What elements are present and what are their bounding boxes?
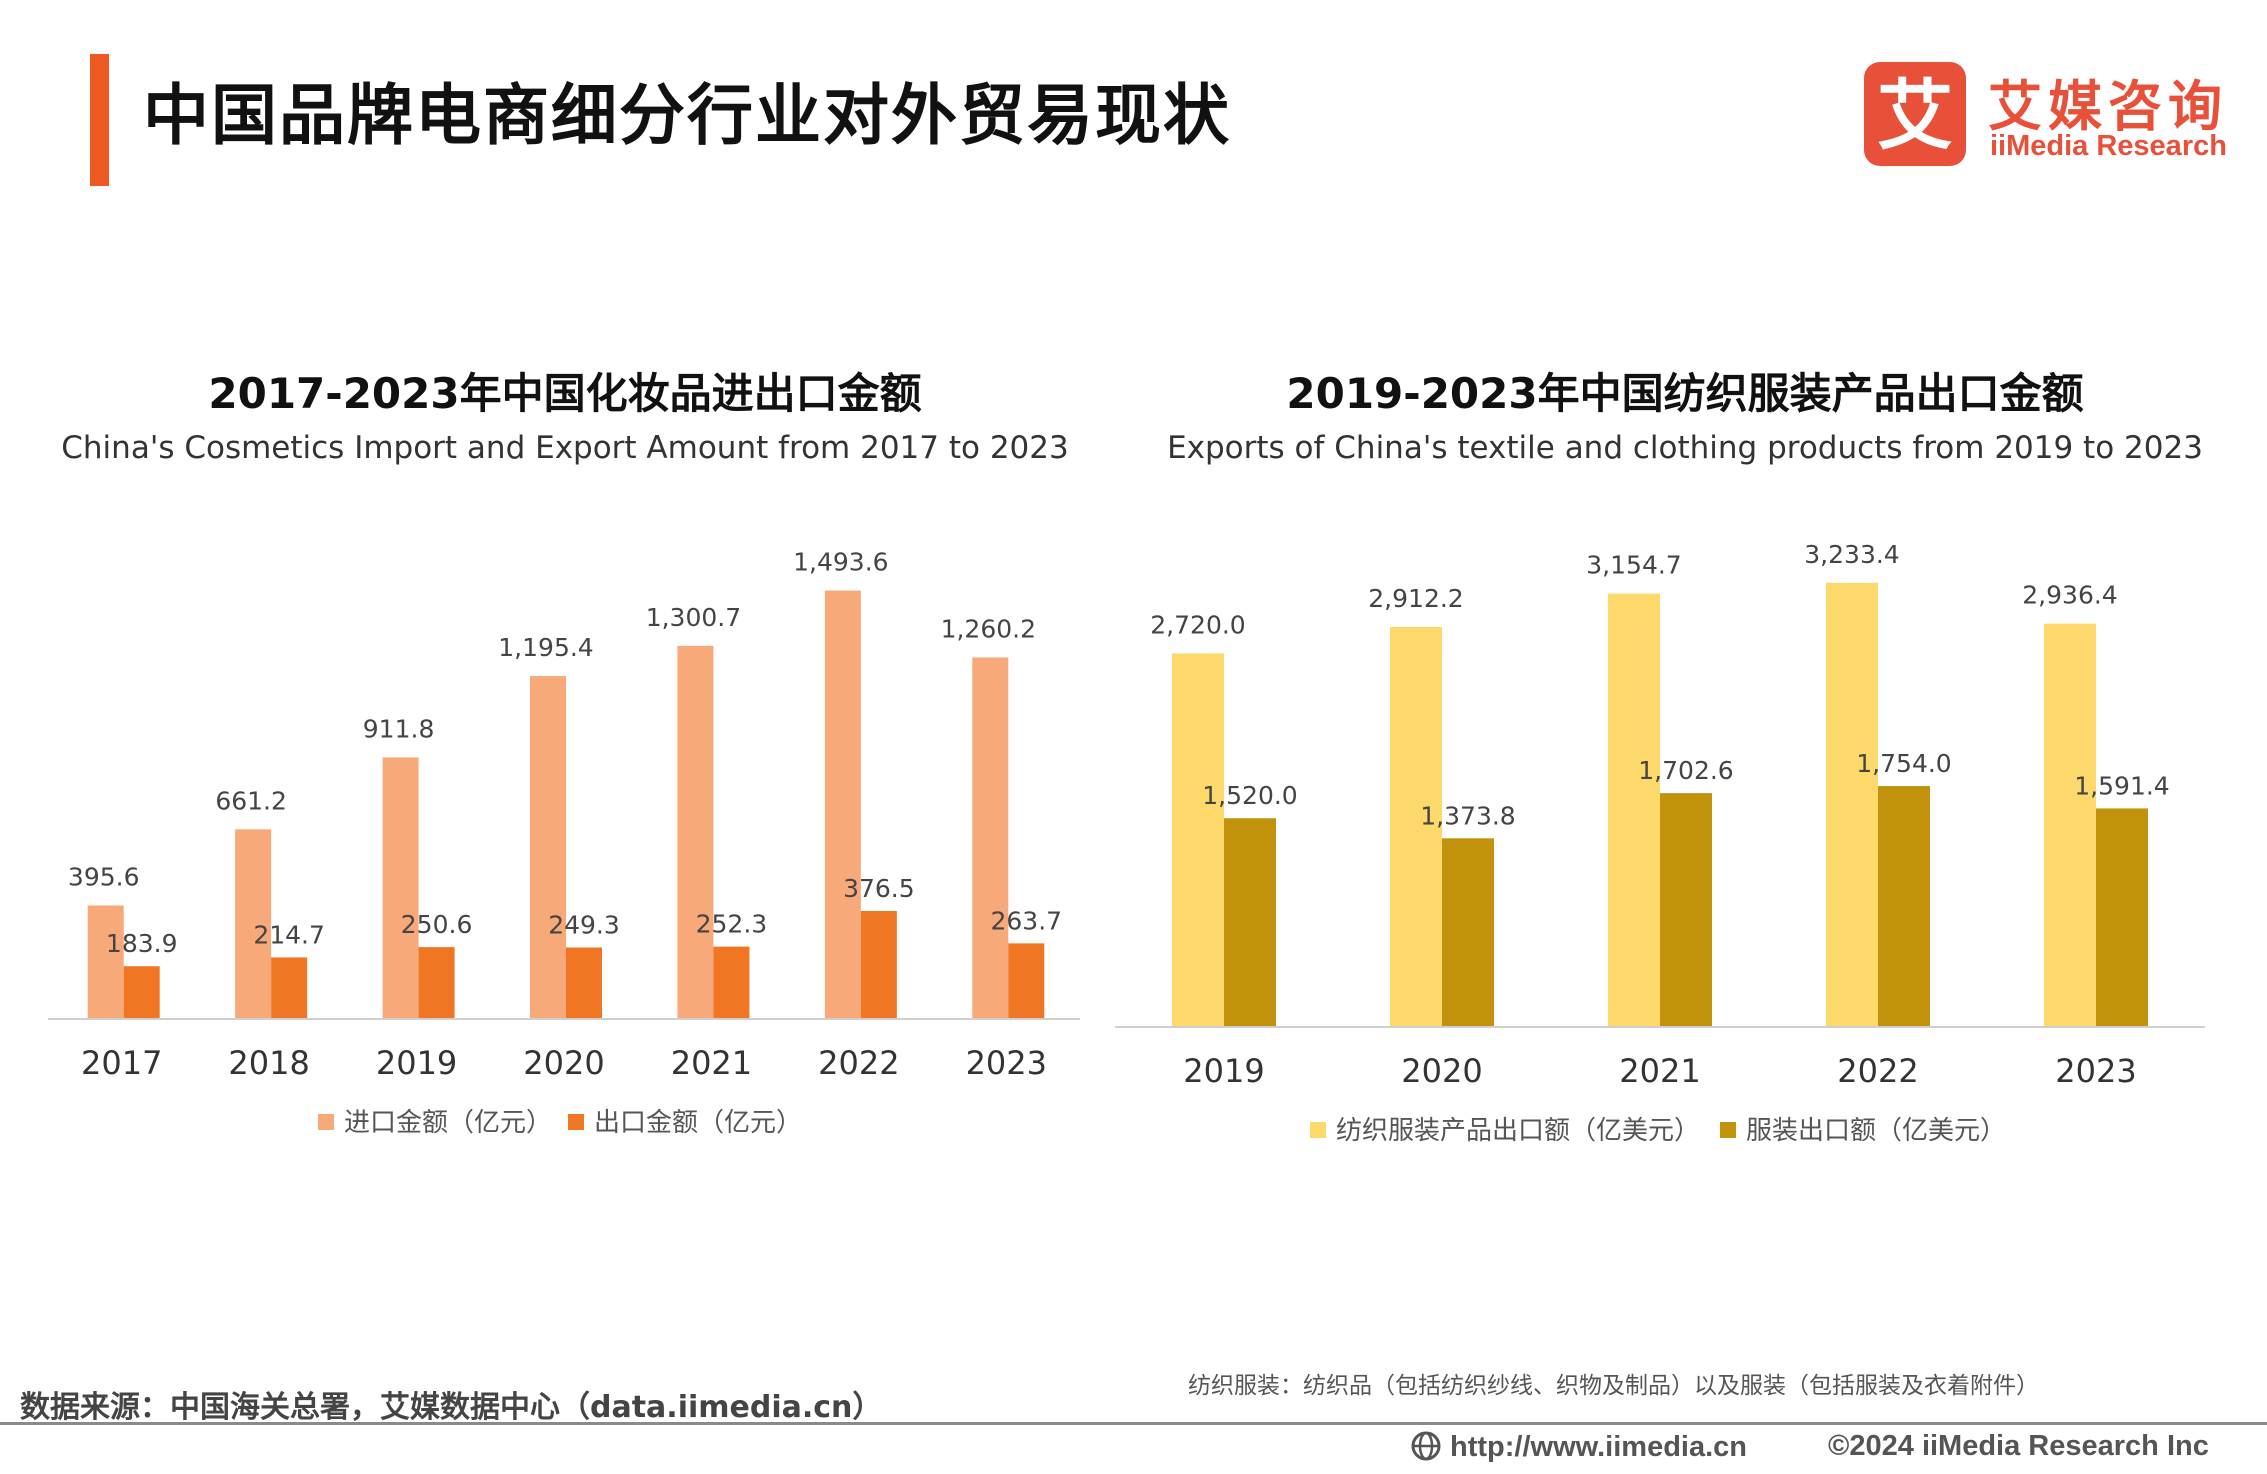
data-label-primary-2020: 2,912.2 (1368, 584, 1463, 613)
legend-label-0: 纺织服装产品出口额（亿美元） (1336, 1116, 1700, 1146)
legend-swatch-0 (1310, 1122, 1326, 1138)
bar-primary-2018 (235, 829, 272, 1019)
data-label-primary-2017: 395.6 (68, 863, 140, 892)
bar-primary-2020 (1390, 627, 1442, 1027)
data-label-secondary-2020: 1,373.8 (1420, 801, 1515, 830)
data-label-secondary-2023: 1,591.4 (2074, 771, 2169, 800)
data-label-secondary-2020: 249.3 (548, 910, 620, 939)
chart-subtitle-cosmetics: China's Cosmetics Import and Export Amou… (61, 430, 1069, 466)
legend-label-1: 服装出口额（亿美元） (1746, 1116, 2006, 1146)
globe-icon (1411, 1431, 1441, 1461)
data-label-primary-2022: 1,493.6 (793, 548, 888, 577)
data-label-primary-2023: 2,936.4 (2022, 581, 2117, 610)
legend-label-1: 出口金额（亿元） (594, 1108, 802, 1138)
bar-primary-2019 (382, 757, 419, 1019)
data-source: 数据来源：中国海关总署，艾媒数据中心（data.iimedia.cn） (20, 1390, 883, 1425)
chart-title-cosmetics: 2017-2023年中国化妆品进出口金额 (208, 369, 922, 418)
x-tick-label-2021: 2021 (1619, 1052, 1700, 1090)
footer-url-link[interactable]: http://www.iimedia.cn (1410, 1430, 1747, 1464)
data-label-secondary-2017: 183.9 (106, 929, 178, 958)
x-tick-label-2021: 2021 (671, 1044, 752, 1082)
bar-secondary-2021 (713, 946, 750, 1019)
data-label-primary-2023: 1,260.2 (941, 614, 1036, 643)
bar-primary-2019 (1172, 653, 1224, 1027)
bar-primary-2022 (1826, 582, 1878, 1027)
x-tick-label-2020: 2020 (523, 1044, 604, 1082)
bar-primary-2017 (87, 905, 124, 1019)
data-label-primary-2019: 2,720.0 (1150, 610, 1245, 639)
footer-url-text: http://www.iimedia.cn (1450, 1431, 1747, 1463)
data-label-primary-2019: 911.8 (363, 714, 435, 743)
x-tick-label-2017: 2017 (81, 1044, 162, 1082)
data-label-secondary-2021: 252.3 (696, 910, 768, 939)
data-label-primary-2022: 3,233.4 (1804, 540, 1899, 569)
bar-secondary-2017 (123, 966, 160, 1019)
bar-secondary-2021 (1660, 793, 1712, 1027)
footnote: 纺织服装：纺织品（包括纺织纱线、织物及制品）以及服装（包括服装及衣着附件） (1188, 1373, 2039, 1399)
bar-secondary-2020 (566, 947, 602, 1019)
footer-copyright: ©2024 iiMedia Research Inc (1828, 1430, 2209, 1462)
x-tick-label-2019: 2019 (376, 1044, 457, 1082)
bar-primary-2021 (677, 645, 714, 1019)
bar-secondary-2022 (860, 910, 897, 1019)
bar-primary-2021 (1608, 593, 1660, 1027)
data-label-primary-2021: 3,154.7 (1586, 551, 1681, 580)
brand-logo: 艾 艾媒咨询 iiMedia Research (1864, 62, 2227, 172)
footer-divider (0, 1422, 2267, 1425)
x-tick-label-2019: 2019 (1183, 1052, 1264, 1090)
logo-name-en: iiMedia Research (1990, 130, 2227, 162)
chart-subtitle-textile: Exports of China's textile and clothing … (1167, 430, 2203, 466)
x-tick-label-2022: 2022 (818, 1044, 899, 1082)
logo-mark-text: 艾 (1877, 71, 1953, 160)
legend-label-0: 进口金额（亿元） (344, 1108, 552, 1138)
chart-cosmetics: 395.6 183.9 2017 661.2 214.7 2018 911.8 250.6 20… (48, 548, 1080, 1138)
legend-swatch-1 (1720, 1122, 1736, 1138)
data-label-secondary-2018: 214.7 (253, 920, 325, 949)
legend-swatch-1 (568, 1114, 584, 1130)
bar-primary-2020 (530, 676, 566, 1019)
data-label-secondary-2021: 1,702.6 (1638, 756, 1733, 785)
data-label-secondary-2019: 250.6 (401, 910, 473, 939)
data-label-primary-2018: 661.2 (215, 786, 287, 815)
bar-primary-2023 (2044, 623, 2096, 1027)
data-label-secondary-2019: 1,520.0 (1202, 781, 1297, 810)
data-label-primary-2020: 1,195.4 (498, 633, 593, 662)
page-title: 中国品牌电商细分行业对外贸易现状 (143, 77, 1231, 154)
bar-secondary-2023 (2096, 808, 2148, 1027)
bar-primary-2023 (972, 657, 1009, 1019)
logo-mark-icon: 艾 (1864, 62, 1966, 166)
bar-secondary-2018 (271, 957, 308, 1019)
x-tick-label-2023: 2023 (966, 1044, 1047, 1082)
chart-title-textile: 2019-2023年中国纺织服装产品出口金额 (1286, 369, 2084, 418)
data-label-secondary-2022: 1,754.0 (1856, 749, 1951, 778)
data-label-primary-2021: 1,300.7 (646, 603, 741, 632)
bar-secondary-2022 (1878, 786, 1930, 1027)
data-label-secondary-2022: 376.5 (843, 874, 915, 903)
legend-swatch-0 (318, 1114, 334, 1130)
x-tick-label-2022: 2022 (1837, 1052, 1918, 1090)
bar-secondary-2019 (418, 947, 455, 1019)
bar-secondary-2023 (1008, 943, 1045, 1019)
x-tick-label-2020: 2020 (1401, 1052, 1482, 1090)
bar-secondary-2019 (1224, 818, 1276, 1027)
chart-textile: 2,720.0 1,520.0 2019 2,912.2 1,373.8 2020 3,15… (1115, 540, 2205, 1146)
title-accent-bar (90, 54, 109, 186)
logo-name-cn: 艾媒咨询 (1988, 75, 2228, 138)
x-tick-label-2018: 2018 (228, 1044, 309, 1082)
bar-primary-2022 (824, 590, 861, 1019)
x-tick-label-2023: 2023 (2055, 1052, 2136, 1090)
bar-secondary-2020 (1442, 838, 1494, 1027)
data-label-secondary-2023: 263.7 (990, 906, 1062, 935)
